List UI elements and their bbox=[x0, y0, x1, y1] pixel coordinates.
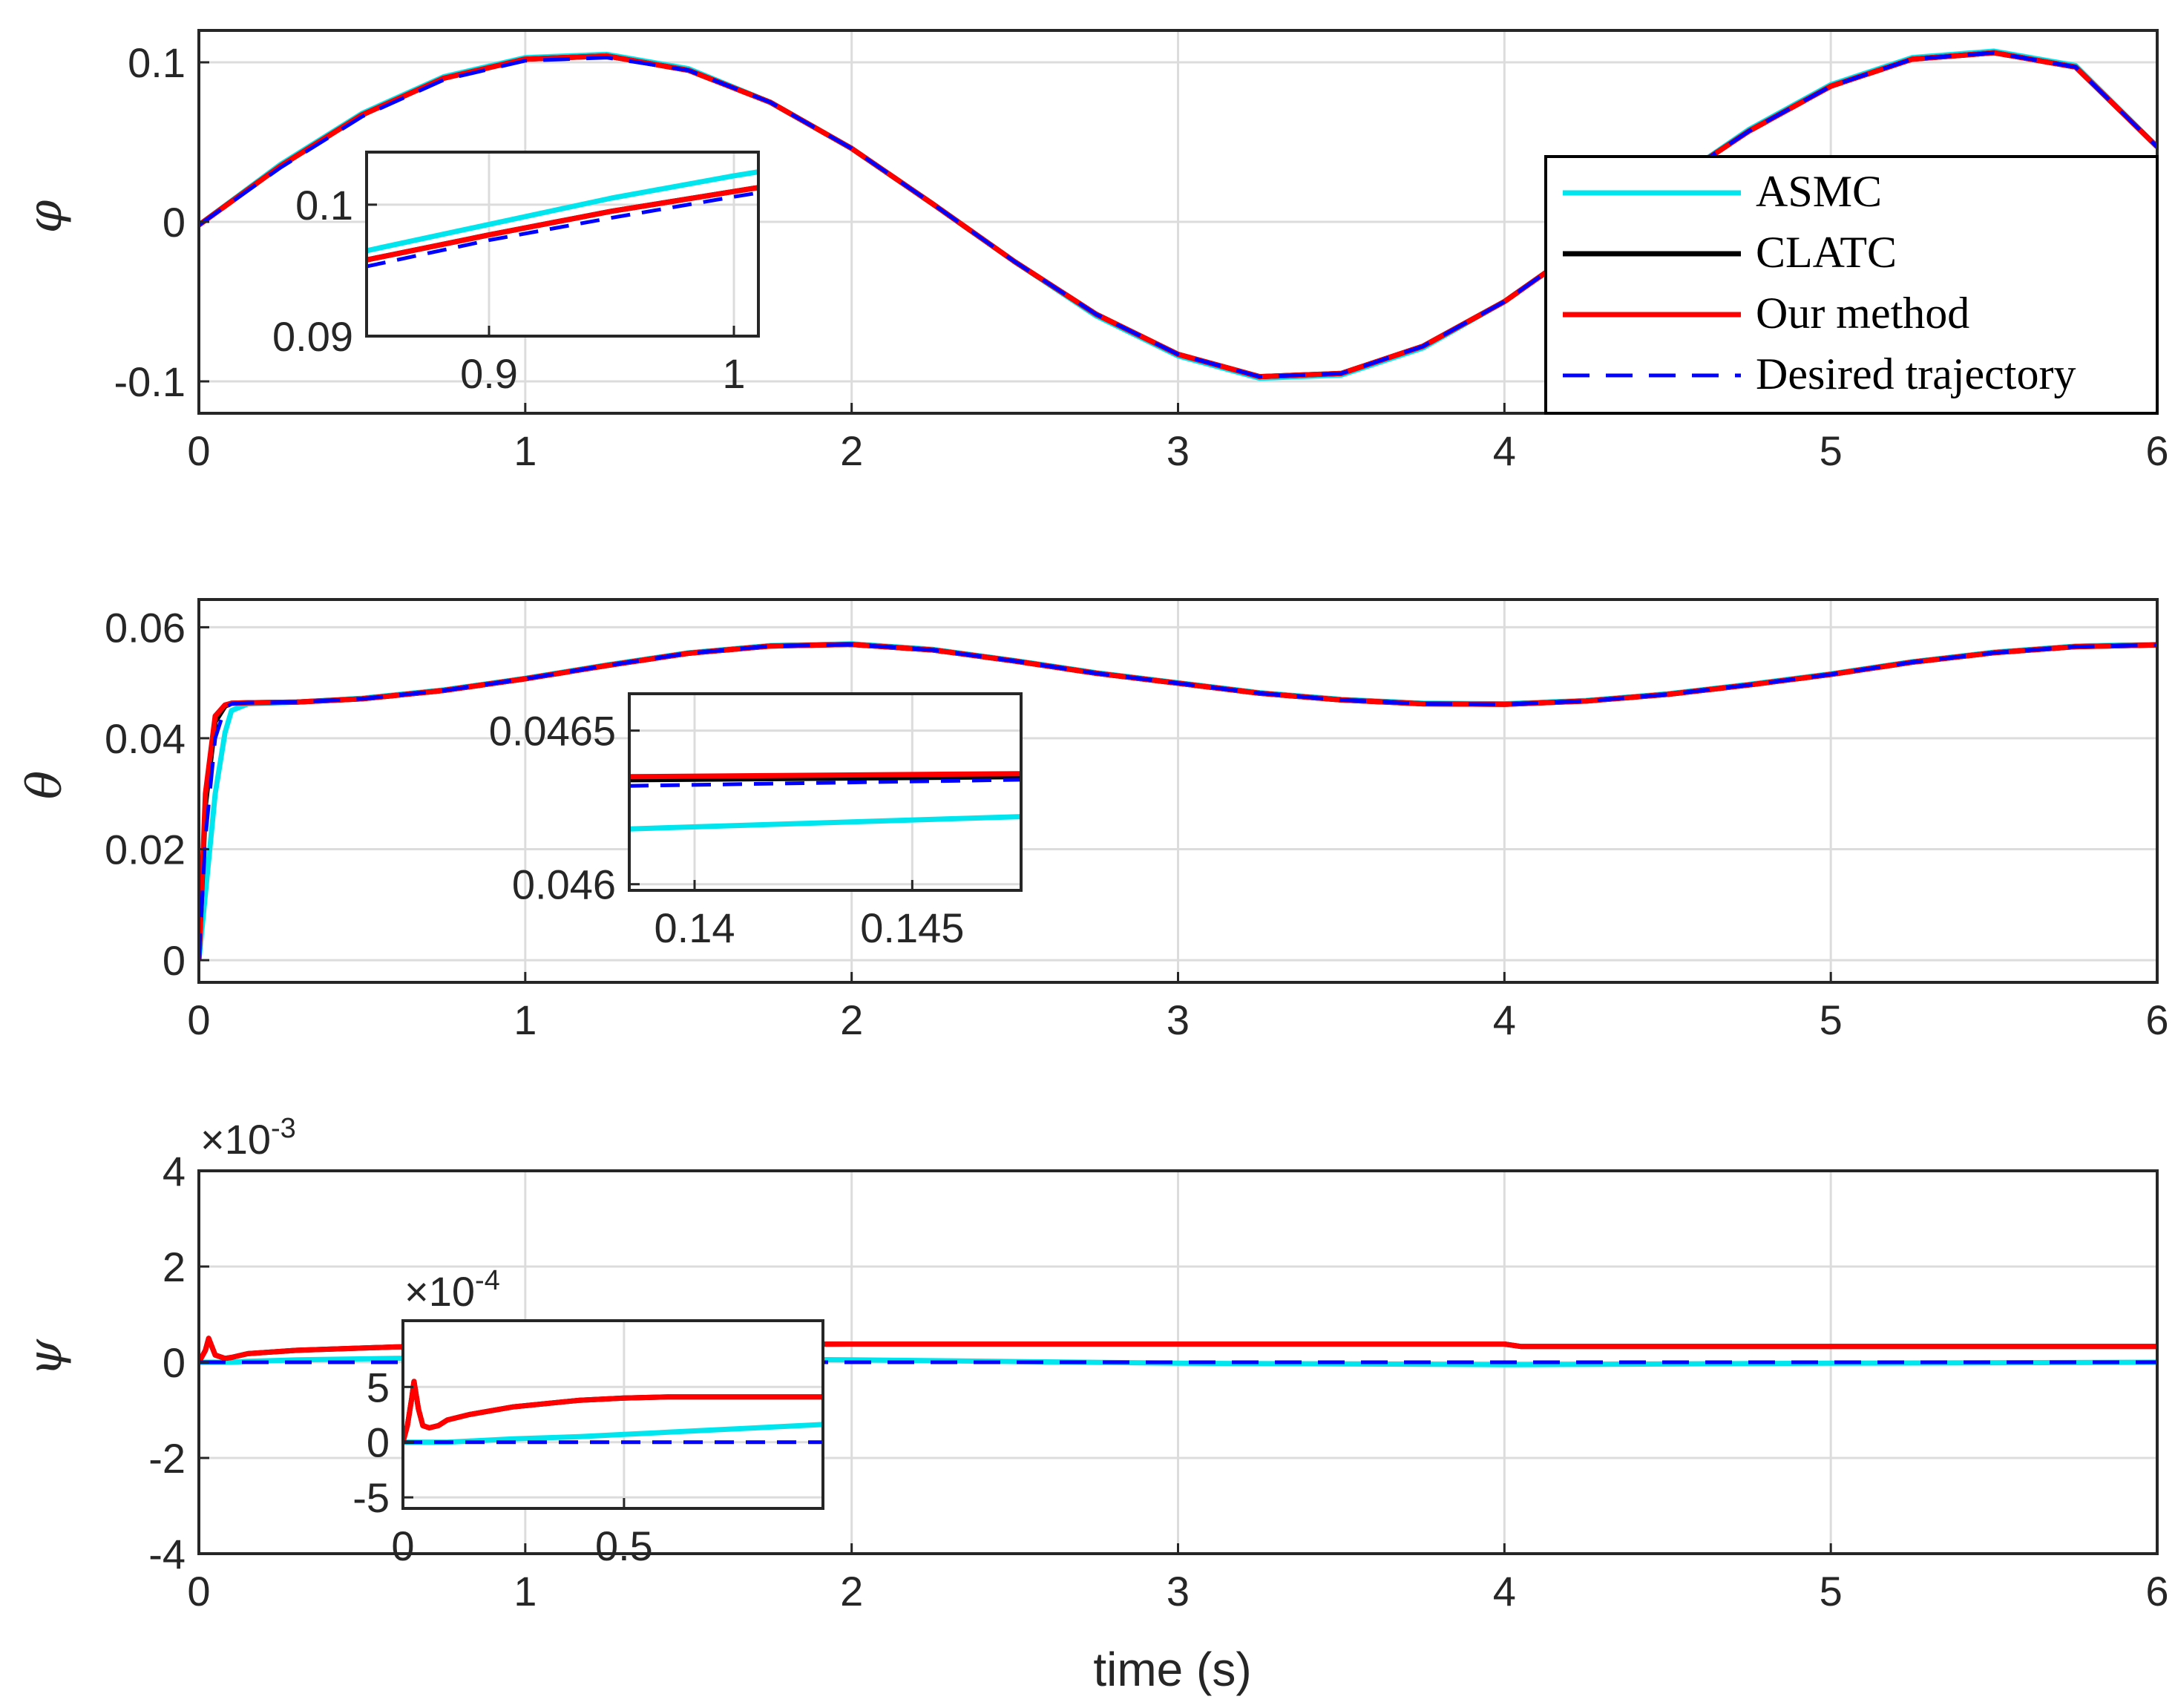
theta-xtick-label-3: 3 bbox=[1167, 996, 1190, 1043]
psi-inset-ytick-label-1: 0 bbox=[367, 1419, 390, 1466]
psi-inset-ytick-label-2: 5 bbox=[367, 1364, 390, 1410]
theta-inset-series-asmc bbox=[629, 814, 1021, 832]
phi-panel: 0 1 2 3 4 5 6-0.100.1 φ 0.9 10.090.1 ASMC CLATC… bbox=[18, 29, 2169, 474]
phi-inset-series-our-method bbox=[367, 185, 758, 263]
phi-inset-frame bbox=[365, 151, 760, 338]
theta-ylabel: θ bbox=[18, 771, 73, 800]
theta-inset-frame bbox=[628, 692, 1023, 892]
phi-ytick-label-1: 0 bbox=[163, 199, 186, 246]
theta-series-desired-trajectory bbox=[199, 643, 2157, 961]
theta-ytick-label-0: 0 bbox=[163, 937, 186, 984]
phi-inset-series-asmc bbox=[367, 169, 758, 254]
phi-ytick-label-0: -0.1 bbox=[114, 358, 186, 405]
psi-xtick-label-4: 4 bbox=[1493, 1568, 1516, 1615]
legend-label-our-method: Our method bbox=[1756, 289, 1969, 338]
psi-inset-exponent-power: -4 bbox=[475, 1265, 500, 1296]
psi-exponent-power: -3 bbox=[271, 1113, 296, 1144]
phi-xtick-label-4: 4 bbox=[1493, 427, 1516, 474]
psi-xtick-label-1: 1 bbox=[514, 1568, 537, 1615]
theta-inset-series-clatc bbox=[629, 774, 1021, 783]
phi-inset-series-desired-trajectory bbox=[367, 191, 758, 269]
phi-inset-ytick-label-0: 0.09 bbox=[272, 313, 353, 360]
psi-exponent-base: ×10 bbox=[200, 1116, 271, 1163]
psi-xtick-label-5: 5 bbox=[1820, 1568, 1843, 1615]
phi-ylabel: φ bbox=[18, 200, 73, 233]
legend-label-asmc: ASMC bbox=[1756, 167, 1882, 216]
phi-inset-ytick-label-1: 0.1 bbox=[295, 182, 353, 229]
phi-series-desired-trajectory bbox=[199, 50, 2157, 379]
theta-inset-xtick-label-0: 0.14 bbox=[655, 904, 735, 951]
phi-ytick-label-2: 0.1 bbox=[128, 39, 186, 86]
theta-inset-series-our-method bbox=[629, 771, 1021, 780]
theta-ytick-label-2: 0.04 bbox=[105, 715, 186, 762]
theta-inset-background bbox=[629, 694, 1021, 890]
theta-xtick-label-2: 2 bbox=[840, 996, 863, 1043]
psi-inset: 0 0.5-505 ×10-4 bbox=[352, 1265, 824, 1569]
phi-inset-xtick-label-0: 0.9 bbox=[460, 350, 518, 397]
psi-inset-xtick-label-0: 0 bbox=[391, 1523, 414, 1569]
legend: ASMC CLATC Our method Desired trajectory bbox=[1544, 155, 2159, 415]
theta-inset-series-desired-trajectory bbox=[629, 778, 1021, 788]
theta-inset-xtick-label-1: 0.145 bbox=[860, 904, 964, 951]
psi-inset-ytick-label-0: -5 bbox=[352, 1474, 390, 1521]
theta-inset-ytick-label-0: 0.046 bbox=[512, 861, 616, 908]
psi-xtick-label-3: 3 bbox=[1167, 1568, 1190, 1615]
theta-xtick-label-1: 1 bbox=[514, 996, 537, 1043]
psi-inset-series-our-method bbox=[403, 1379, 823, 1443]
psi-ytick-label-3: 2 bbox=[163, 1244, 186, 1290]
psi-xtick-label-0: 0 bbox=[187, 1568, 210, 1615]
psi-inset-exponent-base: ×10 bbox=[404, 1268, 475, 1315]
legend-label-clatc: CLATC bbox=[1756, 228, 1897, 277]
psi-ytick-label-1: -2 bbox=[148, 1435, 186, 1482]
theta-inset: 0.14 0.145 0.046 0.0465 bbox=[489, 692, 1023, 951]
psi-inset-frame bbox=[401, 1319, 824, 1510]
x-axis-label: time (s) bbox=[1093, 1643, 1251, 1696]
theta-ytick-label-3: 0.06 bbox=[105, 604, 186, 651]
psi-xtick-label-6: 6 bbox=[2145, 1568, 2168, 1615]
theta-panel: 0 1 2 3 4 5 6 0 0.02 0.04 0.06 θ 0.14 0.145 0.046 0.0… bbox=[18, 598, 2169, 1043]
psi-ytick-label-4: 4 bbox=[163, 1148, 186, 1195]
phi-xtick-label-6: 6 bbox=[2145, 427, 2168, 474]
phi-xtick-label-3: 3 bbox=[1167, 427, 1190, 474]
phi-xtick-label-2: 2 bbox=[840, 427, 863, 474]
theta-xtick-label-0: 0 bbox=[187, 996, 210, 1043]
psi-series-our-method bbox=[199, 1336, 2157, 1364]
psi-ylabel: ψ bbox=[18, 1339, 73, 1376]
theta-inset-ytick-label-1: 0.0465 bbox=[489, 708, 616, 755]
theta-ytick-label-1: 0.02 bbox=[105, 827, 186, 873]
phi-xtick-label-1: 1 bbox=[514, 427, 537, 474]
phi-inset: 0.9 1 0.09 0.1 bbox=[272, 151, 760, 397]
theta-xtick-label-6: 6 bbox=[2145, 996, 2168, 1043]
psi-inset-xtick-label-1: 0.5 bbox=[595, 1523, 653, 1569]
psi-exponent: ×10-3 bbox=[200, 1113, 296, 1163]
phi-inset-xtick-label-1: 1 bbox=[722, 350, 745, 397]
legend-box bbox=[1544, 155, 2159, 415]
psi-xtick-label-2: 2 bbox=[840, 1568, 863, 1615]
legend-label-desired: Desired trajectory bbox=[1756, 349, 2076, 398]
phi-xtick-label-5: 5 bbox=[1820, 427, 1843, 474]
psi-ytick-label-0: -4 bbox=[148, 1531, 186, 1577]
psi-inset-exponent: ×10-4 bbox=[404, 1265, 500, 1315]
theta-xtick-label-5: 5 bbox=[1820, 996, 1843, 1043]
phi-xtick-label-0: 0 bbox=[187, 427, 210, 474]
psi-ytick-label-2: 0 bbox=[163, 1339, 186, 1386]
theta-xtick-label-4: 4 bbox=[1493, 996, 1516, 1043]
